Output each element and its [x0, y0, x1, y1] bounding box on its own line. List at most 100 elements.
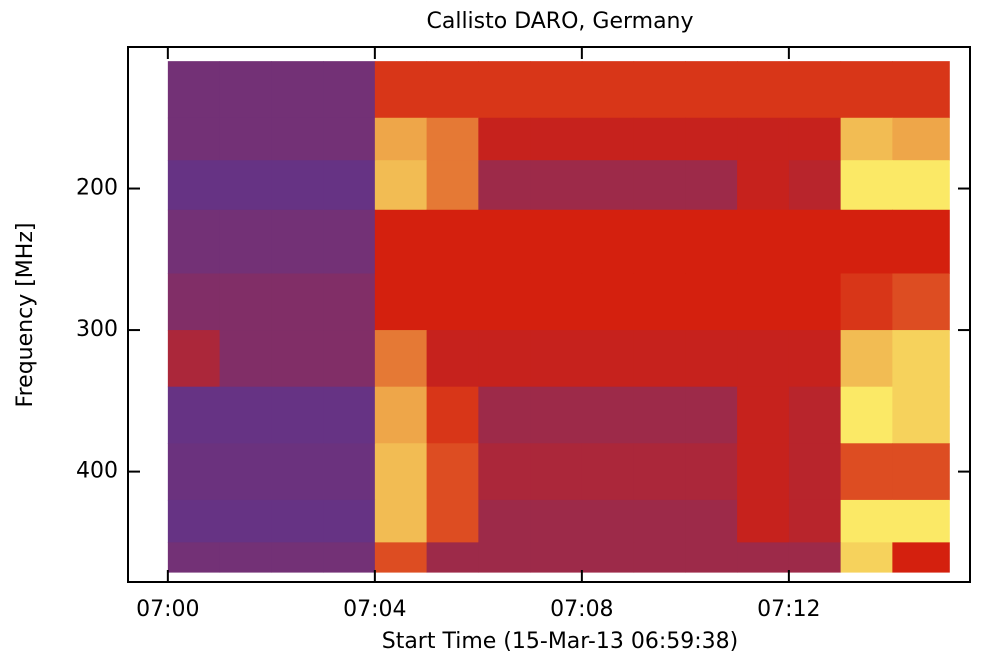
heatmap-cell — [426, 330, 479, 388]
heatmap-cell — [581, 499, 635, 543]
heatmap-cell — [530, 117, 583, 161]
chart-title: Callisto DARO, Germany — [426, 9, 693, 34]
heatmap-cell — [581, 209, 635, 274]
heatmap-cell — [788, 542, 842, 573]
heatmap-cell — [581, 273, 635, 331]
heatmap-cell — [840, 117, 893, 161]
x-axis-label: Start Time (15-Mar-13 06:59:38) — [382, 629, 739, 654]
x-tick-label: 07:00 — [136, 597, 199, 622]
heatmap-cell — [737, 160, 790, 211]
heatmap-cell — [478, 330, 531, 388]
heatmap-cell — [633, 117, 686, 161]
heatmap-cell — [685, 330, 738, 388]
heatmap-cell — [426, 61, 479, 119]
heatmap-cell — [840, 160, 893, 211]
heatmap-cell — [374, 330, 428, 388]
heatmap-cell — [478, 209, 531, 274]
heatmap-cell — [374, 61, 428, 119]
heatmap-cell — [426, 443, 479, 501]
heatmap-cell — [478, 117, 531, 161]
heatmap-cell — [478, 160, 531, 211]
heatmap-cell — [737, 330, 790, 388]
heatmap-cell — [685, 542, 738, 573]
heatmap-cell — [478, 273, 531, 331]
heatmap-cell — [167, 209, 221, 274]
heatmap-cell — [685, 443, 738, 501]
heatmap-cell — [685, 160, 738, 211]
heatmap-cell — [581, 443, 635, 501]
heatmap-cell — [323, 209, 376, 274]
heatmap-cell — [737, 542, 790, 573]
heatmap-cell — [323, 330, 376, 388]
heatmap-cell — [737, 61, 790, 119]
heatmap-cell — [892, 499, 950, 543]
heatmap-cell — [167, 386, 221, 444]
heatmap-cell — [219, 160, 272, 211]
heatmap-cell — [788, 117, 842, 161]
heatmap-cell — [323, 542, 376, 573]
heatmap-cell — [788, 273, 842, 331]
heatmap-cell — [426, 117, 479, 161]
heatmap-cell — [271, 209, 324, 274]
heatmap-cell — [581, 386, 635, 444]
heatmap-cell — [271, 61, 324, 119]
heatmap-cell — [892, 209, 950, 274]
x-tick-label: 07:12 — [757, 597, 820, 622]
heatmap-cell — [219, 443, 272, 501]
heatmap-cell — [478, 499, 531, 543]
heatmap-cell — [892, 330, 950, 388]
heatmap-cell — [892, 386, 950, 444]
heatmap-cell — [892, 160, 950, 211]
heatmap-cell — [737, 443, 790, 501]
heatmap-cell — [892, 61, 950, 119]
heatmap-cell — [219, 273, 272, 331]
heatmap-cell — [685, 386, 738, 444]
heatmap-cell — [737, 209, 790, 274]
heatmap-cell — [530, 443, 583, 501]
heatmap-cell — [530, 499, 583, 543]
heatmap-cell — [633, 61, 686, 119]
heatmap-cell — [581, 330, 635, 388]
heatmap-cell — [374, 443, 428, 501]
heatmap-cell — [374, 273, 428, 331]
heatmap-cell — [271, 160, 324, 211]
heatmap-cell — [737, 273, 790, 331]
heatmap-cell — [530, 330, 583, 388]
heatmap-cell — [426, 386, 479, 444]
heatmap-cell — [581, 160, 635, 211]
x-tick-label: 07:08 — [550, 597, 613, 622]
x-tick-label: 07:04 — [343, 597, 406, 622]
heatmap-cell — [840, 443, 893, 501]
heatmap-cell — [219, 61, 272, 119]
heatmap-cell — [323, 273, 376, 331]
heatmap-cell — [633, 330, 686, 388]
heatmap-cell — [737, 386, 790, 444]
heatmap-cell — [892, 542, 950, 573]
heatmap-cell — [167, 443, 221, 501]
heatmap-cell — [426, 499, 479, 543]
heatmap-cell — [167, 61, 221, 119]
y-axis-label: Frequency [MHz] — [13, 223, 38, 408]
heatmap-cell — [737, 117, 790, 161]
heatmap-cell — [685, 61, 738, 119]
heatmap-cell — [840, 386, 893, 444]
heatmap-cell — [374, 117, 428, 161]
heatmap-cell — [323, 499, 376, 543]
heatmap-cell — [633, 160, 686, 211]
heatmap-cell — [478, 61, 531, 119]
heatmap-cell — [530, 542, 583, 573]
heatmap-cell — [219, 542, 272, 573]
heatmap-cell — [633, 273, 686, 331]
heatmap-cell — [219, 386, 272, 444]
heatmap-cell — [788, 443, 842, 501]
heatmap-cell — [633, 499, 686, 543]
heatmap-cell — [892, 117, 950, 161]
heatmap-cell — [530, 386, 583, 444]
y-tick-label: 300 — [76, 317, 118, 342]
heatmap-cell — [840, 209, 893, 274]
heatmap-cell — [633, 443, 686, 501]
heatmap-cell — [840, 499, 893, 543]
heatmap-cell — [271, 330, 324, 388]
heatmap-cell — [271, 117, 324, 161]
heatmap-cell — [323, 61, 376, 119]
